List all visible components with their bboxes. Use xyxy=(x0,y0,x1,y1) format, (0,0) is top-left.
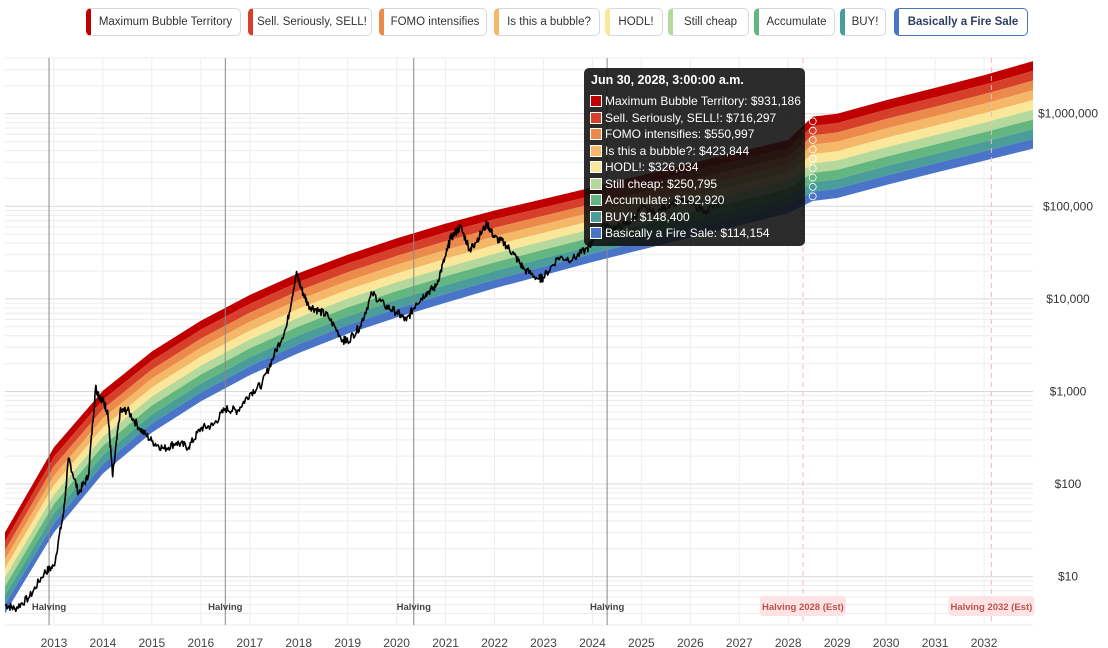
y-tick-label: $100 xyxy=(1055,477,1082,491)
hover-marker xyxy=(808,164,817,173)
halving-lines: Halving Halving Halving Halving Halving 2028… xyxy=(32,58,1035,625)
tooltip-swatch xyxy=(590,177,602,190)
legend-item-sell-seriously-sell[interactable]: Sell. Seriously, SELL! xyxy=(248,8,372,36)
tooltip-row: Is this a bubble?: $423,844 xyxy=(590,143,799,160)
tooltip-row-label: Still cheap: $250,795 xyxy=(605,176,718,191)
x-tick-label: 2025 xyxy=(628,636,655,648)
legend-item-buy[interactable]: BUY! xyxy=(840,8,886,36)
tooltip-row: BUY!: $148,400 xyxy=(590,209,799,226)
x-tick-label: 2014 xyxy=(90,636,117,648)
tooltip-swatch xyxy=(590,111,602,124)
tooltip-rows: Maximum Bubble Territory: $931,186 Sell. … xyxy=(590,93,801,242)
x-tick-label: 2019 xyxy=(334,636,361,648)
hover-marker xyxy=(808,145,817,154)
tooltip-row: Basically a Fire Sale: $114,154 xyxy=(590,225,799,242)
tooltip-swatch xyxy=(590,144,602,157)
y-tick-label: $100,000 xyxy=(1043,199,1093,213)
legend-item-fomo-intensifies[interactable]: FOMO intensifies xyxy=(379,8,487,36)
tooltip-row-label: Sell. Seriously, SELL!: $716,297 xyxy=(605,110,777,125)
y-tick-label: $10,000 xyxy=(1046,292,1090,306)
y-tick-label: $1,000,000 xyxy=(1038,107,1098,121)
tooltip-title: Jun 30, 2028, 3:00:00 a.m. xyxy=(591,73,744,87)
tooltip-row-label: BUY!: $148,400 xyxy=(605,209,690,224)
tooltip-row-label: Accumulate: $192,920 xyxy=(605,193,725,208)
halving-label: Halving xyxy=(397,602,432,613)
x-tick-label: 2027 xyxy=(726,636,753,648)
x-tick-label: 2026 xyxy=(677,636,704,648)
tooltip-row-label: FOMO intensifies: $550,997 xyxy=(605,127,755,142)
tooltip-row: HODL!: $326,034 xyxy=(590,159,799,176)
halving-label: Halving 2028 (Est) xyxy=(762,602,844,613)
legend-item-still-cheap[interactable]: Still cheap xyxy=(668,8,749,36)
y-tick-label: $10 xyxy=(1058,570,1078,584)
price-line-group xyxy=(4,197,726,613)
halving-label: Halving xyxy=(32,602,67,613)
rainbow-bands xyxy=(5,61,1033,614)
y-tick-label: $1,000 xyxy=(1050,384,1087,398)
x-tick-label: 2016 xyxy=(187,636,214,648)
tooltip-swatch xyxy=(590,227,602,240)
y-axis: $10 $100 $1,000 $10,000 $100,000 $1,000,000 xyxy=(1038,107,1098,584)
x-tick-label: 2015 xyxy=(139,636,166,648)
x-tick-label: 2018 xyxy=(285,636,312,648)
tooltip-row: Maximum Bubble Territory: $931,186 xyxy=(590,93,801,110)
x-tick-label: 2022 xyxy=(481,636,508,648)
legend-item-is-this-a-bubble[interactable]: Is this a bubble? xyxy=(494,8,600,36)
legend-item-basically-a-fire-sale[interactable]: Basically a Fire Sale xyxy=(894,8,1028,36)
halving-label: Halving xyxy=(208,602,243,613)
tooltip-swatch xyxy=(590,161,602,174)
hover-marker xyxy=(808,154,817,163)
halving-label: Halving 2032 (Est) xyxy=(950,602,1032,613)
x-tick-label: 2021 xyxy=(432,636,459,648)
tooltip-swatch xyxy=(590,210,602,223)
tooltip-swatch xyxy=(590,194,602,207)
halving-label-bg xyxy=(759,596,846,616)
x-tick-label: 2031 xyxy=(922,636,949,648)
x-tick-label: 2030 xyxy=(873,636,900,648)
tooltip-row-label: Is this a bubble?: $423,844 xyxy=(605,143,750,158)
tooltip-row-label: Basically a Fire Sale: $114,154 xyxy=(605,226,770,241)
hover-marker xyxy=(808,192,817,201)
x-tick-label: 2024 xyxy=(579,636,606,648)
tooltip-swatch xyxy=(590,128,602,141)
hover-marker xyxy=(808,136,817,144)
tooltip-row: Sell. Seriously, SELL!: $716,297 xyxy=(590,110,799,127)
hover-marker xyxy=(808,117,817,126)
tooltip-row: FOMO intensifies: $550,997 xyxy=(590,126,799,143)
hover-markers xyxy=(808,117,817,201)
tooltip: Jun 30, 2028, 3:00:00 a.m. Maximum Bubbl… xyxy=(584,68,805,246)
tooltip-row: Still cheap: $250,795 xyxy=(590,176,799,193)
halving-label: Halving xyxy=(590,602,625,613)
x-tick-label: 2020 xyxy=(383,636,410,648)
x-axis: 2013 2014 2015 2016 2017 2018 2019 2020 2021 2022… xyxy=(41,636,998,648)
x-tick-label: 2028 xyxy=(775,636,802,648)
legend-item-hodl[interactable]: HODL! xyxy=(605,8,663,36)
tooltip-row: Accumulate: $192,920 xyxy=(590,192,799,209)
legend-item-accumulate[interactable]: Accumulate xyxy=(754,8,835,36)
tooltip-swatch xyxy=(590,95,602,108)
x-tick-label: 2017 xyxy=(236,636,263,648)
tooltip-row-label: Maximum Bubble Territory: $931,186 xyxy=(605,94,801,109)
halving-label-bg xyxy=(948,596,1035,616)
x-tick-label: 2013 xyxy=(41,636,68,648)
legend-item-maximum-bubble-territory[interactable]: Maximum Bubble Territory xyxy=(86,8,241,36)
x-tick-label: 2029 xyxy=(824,636,851,648)
x-tick-label: 2032 xyxy=(971,636,998,648)
hover-marker xyxy=(808,183,817,191)
hover-marker xyxy=(808,173,817,182)
price-line[interactable] xyxy=(4,197,726,613)
grid xyxy=(5,57,1033,626)
tooltip-row-label: HODL!: $326,034 xyxy=(605,160,699,175)
x-tick-label: 2023 xyxy=(530,636,557,648)
hover-marker xyxy=(808,126,817,135)
legend: Maximum Bubble Territory Sell. Seriously,… xyxy=(0,8,1108,38)
